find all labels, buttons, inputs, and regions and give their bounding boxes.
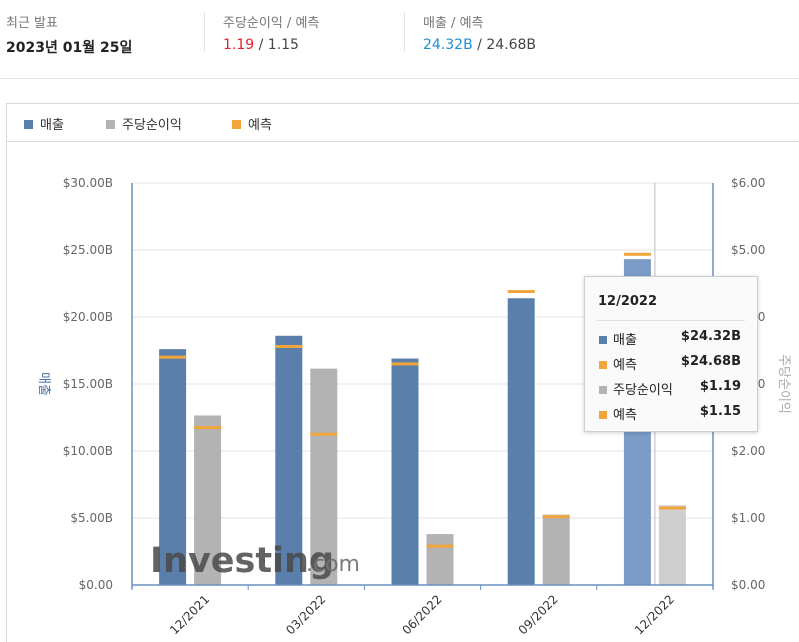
tooltip-swatch xyxy=(599,411,607,419)
chart-tooltip: 12/2022 매출 $24.32B 예측 $24.68B 주당순이익 $1.1… xyxy=(584,276,758,432)
y-tick-label-right: $2.00 xyxy=(731,444,765,458)
eps-forecast: 1.15 xyxy=(267,37,299,53)
tooltip-row-eps: 주당순이익 $1.19 xyxy=(599,379,747,398)
legend-item-revenue[interactable]: 매출 xyxy=(24,114,64,133)
tooltip-swatch xyxy=(599,361,607,369)
tooltip-value: $1.19 xyxy=(699,379,741,394)
marker-revenue-forecast xyxy=(507,290,535,294)
bar-eps xyxy=(542,514,570,585)
earnings-summary: 최근 발표 2023년 01월 25일 주당순이익 / 예측 1.19 / 1.… xyxy=(0,0,799,79)
tooltip-value: $24.68B xyxy=(680,354,741,369)
legend-swatch-eps xyxy=(106,120,115,129)
legend-swatch-revenue xyxy=(24,120,33,129)
bar-revenue xyxy=(159,349,187,585)
marker-eps-forecast xyxy=(426,544,454,548)
separator-slash: / xyxy=(258,37,264,53)
legend-swatch-forecast xyxy=(232,120,241,129)
bar-eps xyxy=(194,415,222,585)
marker-eps-forecast xyxy=(194,426,222,430)
legend-item-eps[interactable]: 주당순이익 xyxy=(106,114,182,133)
marker-revenue-forecast xyxy=(391,362,419,366)
divider xyxy=(204,12,205,52)
tooltip-divider xyxy=(597,320,745,321)
watermark-brand: Investing xyxy=(150,541,334,581)
y-tick-label-left: $5.00B xyxy=(70,511,113,525)
separator-slash: / xyxy=(477,37,482,53)
revenue-actual: 24.32B xyxy=(423,37,473,53)
marker-eps-forecast xyxy=(542,515,570,519)
investing-watermark: Investing .com xyxy=(150,541,360,581)
legend-label-revenue: 매출 xyxy=(40,118,64,133)
y-tick-label-left: $0.00 xyxy=(79,578,113,592)
bar-revenue xyxy=(391,358,419,585)
latest-release-label: 최근 발표 xyxy=(6,16,58,31)
y-tick-label-right: $5.00 xyxy=(731,243,765,257)
legend-item-forecast[interactable]: 예측 xyxy=(232,114,272,133)
marker-eps-forecast xyxy=(310,432,338,436)
y-tick-label-left: $25.00B xyxy=(63,243,113,257)
y-tick-label-left: $10.00B xyxy=(63,444,113,458)
revenue-forecast: 24.68B xyxy=(486,37,536,53)
y-tick-label-right: $6.00 xyxy=(731,176,765,190)
eps-summary-label: 주당순이익 / 예측 xyxy=(223,16,320,31)
tooltip-row-revenue: 매출 $24.32B xyxy=(599,329,747,348)
eps-actual: 1.19 xyxy=(223,37,255,53)
y-axis-label-revenue: 매출 xyxy=(36,372,51,396)
chart-panel: 매출 주당순이익 예측 xyxy=(6,103,799,642)
marker-eps-forecast xyxy=(658,506,686,510)
tooltip-value: $1.15 xyxy=(699,404,741,419)
tooltip-row-eps-forecast: 예측 $1.15 xyxy=(599,404,747,423)
tooltip-label: 예측 xyxy=(613,358,637,373)
bar-eps xyxy=(658,505,686,585)
watermark-suffix: .com xyxy=(306,552,360,577)
eps-summary: 주당순이익 / 예측 1.19 / 1.15 xyxy=(223,12,319,53)
bar-eps xyxy=(310,368,338,585)
marker-revenue-forecast xyxy=(159,355,187,359)
bar-revenue xyxy=(275,335,303,585)
divider xyxy=(404,12,405,52)
bar-eps xyxy=(426,534,454,585)
revenue-summary: 매출 / 예측 24.32B / 24.68B xyxy=(423,12,536,53)
bar-revenue xyxy=(507,298,535,585)
legend-label-forecast: 예측 xyxy=(248,118,272,133)
latest-release-date: 2023년 01월 25일 xyxy=(6,40,133,56)
marker-revenue-forecast xyxy=(275,344,303,348)
y-axis-label-eps: 주당순이익 xyxy=(776,354,791,414)
y-tick-label-left: $15.00B xyxy=(63,377,113,391)
legend-label-eps: 주당순이익 xyxy=(122,118,182,133)
x-tick-label: 09/2022 xyxy=(516,592,561,637)
x-tick-label: 06/2022 xyxy=(399,592,444,637)
revenue-summary-label: 매출 / 예측 xyxy=(423,16,484,31)
x-tick-label: 03/2022 xyxy=(283,592,328,637)
latest-release: 최근 발표 2023년 01월 25일 xyxy=(6,12,132,57)
x-tick-label: 12/2021 xyxy=(167,592,212,637)
tooltip-label: 매출 xyxy=(613,333,637,348)
y-tick-label-left: $20.00B xyxy=(63,310,113,324)
tooltip-swatch xyxy=(599,386,607,394)
tooltip-label: 주당순이익 xyxy=(613,383,673,398)
tooltip-title: 12/2022 xyxy=(598,294,658,309)
chart-legend: 매출 주당순이익 예측 xyxy=(7,104,799,142)
tooltip-value: $24.32B xyxy=(680,329,741,344)
tooltip-label: 예측 xyxy=(613,408,637,423)
marker-revenue-forecast xyxy=(623,252,651,256)
x-tick-label: 12/2022 xyxy=(632,592,677,637)
y-tick-label-left: $30.00B xyxy=(63,176,113,190)
y-tick-label-right: $0.00 xyxy=(731,578,765,592)
tooltip-swatch xyxy=(599,336,607,344)
y-tick-label-right: $1.00 xyxy=(731,511,765,525)
tooltip-row-revenue-forecast: 예측 $24.68B xyxy=(599,354,747,373)
